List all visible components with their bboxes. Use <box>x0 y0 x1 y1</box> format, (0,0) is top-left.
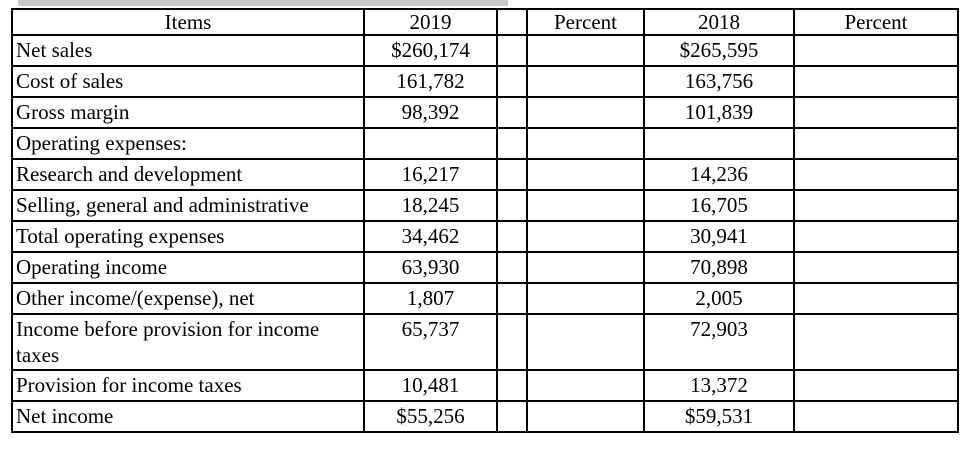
spacer-cell <box>496 282 528 315</box>
percent-2019-cell <box>526 158 645 191</box>
value-2018-cell: $59,531 <box>643 400 795 433</box>
col-header-percent-2018: Percent <box>793 8 959 36</box>
spacer-cell <box>496 313 528 371</box>
table-row: Cost of sales 161,782 163,756 <box>11 65 959 98</box>
col-header-items: Items <box>11 8 365 36</box>
item-cell: Selling, general and administrative <box>11 189 365 222</box>
value-2018-cell: 14,236 <box>643 158 795 191</box>
table-row: Research and development 16,217 14,236 <box>11 158 959 191</box>
item-cell: Income before provision for income taxes <box>11 313 365 371</box>
table-row: Gross margin 98,392 101,839 <box>11 96 959 129</box>
col-header-2019: 2019 <box>363 8 498 36</box>
spacer-cell <box>496 251 528 284</box>
spacer-cell <box>496 127 528 160</box>
table-row: Net sales $260,174 $265,595 <box>11 34 959 67</box>
value-2019-cell: 1,807 <box>363 282 498 315</box>
spacer-cell <box>496 369 528 402</box>
table-row: Operating income 63,930 70,898 <box>11 251 959 284</box>
table-row: Income before provision for income taxes… <box>11 313 959 371</box>
percent-2018-cell <box>793 282 959 315</box>
value-2018-cell: 70,898 <box>643 251 795 284</box>
spacer-cell <box>496 65 528 98</box>
col-header-2018: 2018 <box>643 8 795 36</box>
col-header-percent-2019: Percent <box>526 8 645 36</box>
spacer-cell <box>496 189 528 222</box>
spacer-cell <box>496 158 528 191</box>
percent-2019-cell <box>526 369 645 402</box>
percent-2019-cell <box>526 189 645 222</box>
percent-2019-cell <box>526 127 645 160</box>
percent-2019-cell <box>526 251 645 284</box>
value-2018-cell: 13,372 <box>643 369 795 402</box>
header-row: Items 2019 Percent 2018 Percent <box>11 8 959 36</box>
item-cell: Net sales <box>11 34 365 67</box>
col-header-spacer <box>496 8 528 36</box>
spacer-cell <box>496 220 528 253</box>
table-row: Selling, general and administrative 18,24… <box>11 189 959 222</box>
percent-2019-cell <box>526 400 645 433</box>
table-row: Other income/(expense), net 1,807 2,005 <box>11 282 959 315</box>
percent-2018-cell <box>793 189 959 222</box>
spacer-cell <box>496 96 528 129</box>
percent-2018-cell <box>793 65 959 98</box>
value-2018-cell <box>643 127 795 160</box>
value-2019-cell: $55,256 <box>363 400 498 433</box>
income-statement-table: Items 2019 Percent 2018 Percent Net sale… <box>11 8 959 433</box>
value-2019-cell: $260,174 <box>363 34 498 67</box>
table-row: Total operating expenses 34,462 30,941 <box>11 220 959 253</box>
value-2019-cell: 161,782 <box>363 65 498 98</box>
percent-2018-cell <box>793 313 959 371</box>
percent-2018-cell <box>793 34 959 67</box>
value-2018-cell: 101,839 <box>643 96 795 129</box>
percent-2019-cell <box>526 96 645 129</box>
percent-2018-cell <box>793 96 959 129</box>
item-cell: Provision for income taxes <box>11 369 365 402</box>
value-2019-cell: 10,481 <box>363 369 498 402</box>
table-row: Operating expenses: <box>11 127 959 160</box>
percent-2018-cell <box>793 251 959 284</box>
value-2019-cell: 98,392 <box>363 96 498 129</box>
item-cell: Other income/(expense), net <box>11 282 365 315</box>
value-2019-cell: 18,245 <box>363 189 498 222</box>
percent-2018-cell <box>793 158 959 191</box>
item-cell: Total operating expenses <box>11 220 365 253</box>
percent-2019-cell <box>526 282 645 315</box>
percent-2018-cell <box>793 127 959 160</box>
value-2018-cell: 2,005 <box>643 282 795 315</box>
value-2018-cell: $265,595 <box>643 34 795 67</box>
item-cell: Operating expenses: <box>11 127 365 160</box>
percent-2019-cell <box>526 65 645 98</box>
value-2019-cell: 34,462 <box>363 220 498 253</box>
item-cell: Net income <box>11 400 365 433</box>
percent-2018-cell <box>793 400 959 433</box>
value-2018-cell: 72,903 <box>643 313 795 371</box>
percent-2019-cell <box>526 313 645 371</box>
spacer-cell <box>496 34 528 67</box>
percent-2019-cell <box>526 34 645 67</box>
value-2019-cell: 63,930 <box>363 251 498 284</box>
value-2018-cell: 30,941 <box>643 220 795 253</box>
item-cell: Gross margin <box>11 96 365 129</box>
item-cell: Research and development <box>11 158 365 191</box>
item-cell: Cost of sales <box>11 65 365 98</box>
value-2018-cell: 16,705 <box>643 189 795 222</box>
value-2019-cell: 65,737 <box>363 313 498 371</box>
percent-2019-cell <box>526 220 645 253</box>
spacer-cell <box>496 400 528 433</box>
percent-2018-cell <box>793 369 959 402</box>
value-2019-cell: 16,217 <box>363 158 498 191</box>
item-cell: Operating income <box>11 251 365 284</box>
table-row: Net income $55,256 $59,531 <box>11 400 959 433</box>
value-2018-cell: 163,756 <box>643 65 795 98</box>
table-row: Provision for income taxes 10,481 13,372 <box>11 369 959 402</box>
clipped-row-remnant <box>18 0 508 6</box>
percent-2018-cell <box>793 220 959 253</box>
value-2019-cell <box>363 127 498 160</box>
